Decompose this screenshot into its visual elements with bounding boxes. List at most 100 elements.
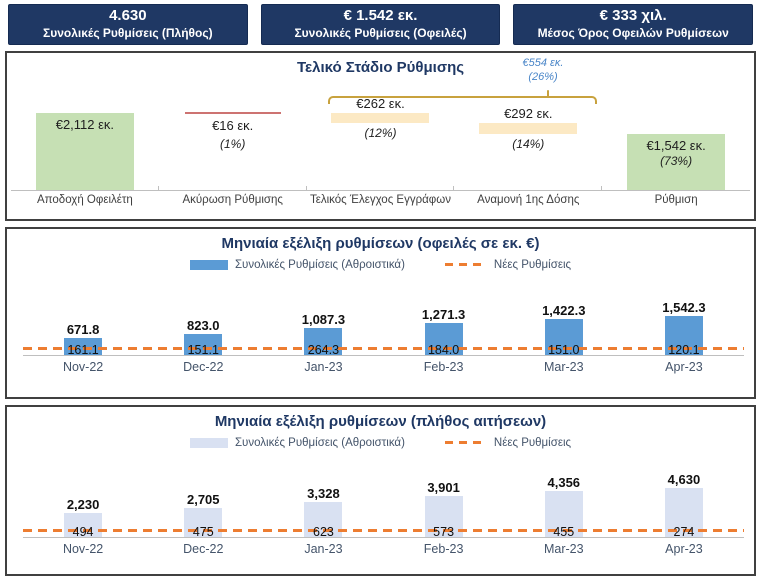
waterfall-column: €2,112 εκ. — [11, 78, 159, 190]
final-stage-panel: Τελικό Στάδιο Ρύθμισης €554 εκ. (26%) €2… — [5, 51, 756, 222]
bracket-label: €554 εκ. (26%) — [475, 56, 611, 85]
stage-pct-label: (1%) — [220, 136, 246, 151]
waterfall-column: €1,542 εκ. (73%) — [602, 78, 750, 190]
cumulative-value-label: 3,901 — [427, 479, 460, 495]
kpi-value: € 333 χιλ. — [599, 7, 667, 24]
cumulative-value-label: 3,328 — [307, 485, 340, 501]
month-label: Mar-23 — [543, 541, 584, 556]
cumulative-value-label: 823.0 — [186, 317, 220, 333]
settlements-dashboard: 4.630 Συνολικές Ρυθμίσεις (Πλήθος) € 1.5… — [0, 4, 761, 582]
waterfall-axis: Αποδοχή Οφειλέτη Ακύρωση Ρύθμισης Τελικός … — [11, 185, 750, 207]
cumulative-value-label: 1,422.3 — [542, 302, 586, 318]
stage-value-label: €292 εκ. — [504, 105, 553, 121]
new-value-label: 274 — [673, 524, 695, 539]
waterfall-plot: €2,112 εκ. €16 εκ. (1%) €262 εκ. (12%) €292 ε… — [11, 78, 750, 190]
month-label: Mar-23 — [543, 359, 584, 374]
bracket-shape — [328, 90, 597, 105]
category-label: Ακύρωση Ρύθμισης — [159, 185, 307, 207]
debt-legend-swatch — [189, 259, 228, 270]
debt-chart-months: Nov-22 Dec-22 Jan-23 Feb-23 Mar-23 Apr-23 — [23, 354, 744, 374]
waterfall-title: Τελικό Στάδιο Ρύθμισης — [296, 59, 465, 77]
new-value-label: 573 — [433, 524, 455, 539]
month-label: Dec-22 — [183, 359, 224, 374]
count-chart-legend: Συνολικές Ρυθμίσεις (Αθροιστικά) Νέες Ρυ… — [7, 437, 754, 449]
month-label: Apr-23 — [665, 541, 703, 556]
monthly-debt-panel: Μηνιαία εξέλιξη ρυθμίσεων (οφειλές σε εκ… — [5, 227, 756, 400]
month-label: Jan-23 — [304, 359, 343, 374]
new-value-label: 120.1 — [668, 342, 700, 357]
category-label: Αποδοχή Οφειλέτη — [11, 185, 159, 207]
waterfall-column: €16 εκ. (1%) — [159, 78, 307, 190]
cumulative-bar — [664, 487, 703, 537]
chart-column: 1,542.3 120.1 — [624, 285, 744, 357]
waterfall-column: €262 εκ. (12%) — [307, 78, 455, 190]
chart-column: 3,328 623 — [263, 465, 383, 539]
chart-column: 1,271.3 184.0 — [384, 285, 504, 357]
stage-value-label: €1,542 εκ. — [646, 137, 706, 153]
month-label: Jan-23 — [304, 541, 343, 556]
cumulative-value-label: 1,087.3 — [301, 311, 346, 327]
category-label: Τελικός Έλεγχος Εγγράφων — [307, 185, 455, 207]
stage-bar-gold — [331, 112, 430, 123]
count-legend-new-label: Νέες Ρυθμίσεις — [493, 436, 572, 449]
kpi-label: Μέσος Όρος Οφειλών Ρυθμίσεων — [537, 25, 729, 40]
stage-value-label: €262 εκ. — [356, 95, 405, 111]
debt-legend-new-label: Νέες Ρυθμίσεις — [493, 258, 572, 271]
stage-pct-label: (12%) — [364, 125, 397, 140]
new-value-label: 475 — [192, 524, 214, 539]
stage-value-label: €16 εκ. — [212, 117, 254, 133]
chart-column: 2,230 494 — [23, 465, 143, 539]
count-chart-title: Μηνιαία εξέλιξη ρυθμίσεων (πλήθος αιτήσε… — [214, 413, 547, 431]
kpi-value: € 1.542 εκ. — [343, 7, 418, 24]
new-value-label: 455 — [553, 524, 575, 539]
bracket-tick — [547, 90, 550, 99]
kpi-total-count: 4.630 Συνολικές Ρυθμίσεις (Πλήθος) — [8, 4, 248, 46]
debt-chart-plot: 671.8 161.1 823.0 151.1 1,087.3 264.3 1,271.3 1… — [23, 285, 744, 357]
cumulative-bar — [64, 337, 103, 355]
category-label: Ρύθμιση — [654, 193, 698, 206]
stage-value-label: €2,112 εκ. — [55, 116, 115, 132]
chart-column: 4,630 274 — [624, 465, 744, 539]
chart-column: 3,901 573 — [384, 465, 504, 539]
kpi-label: Συνολικές Ρυθμίσεις (Πλήθος) — [43, 25, 213, 40]
cumulative-value-label: 4,630 — [667, 471, 701, 487]
cumulative-bar — [184, 507, 223, 537]
cumulative-bar — [64, 512, 103, 537]
new-value-label: 264.3 — [307, 342, 340, 357]
month-label: Nov-22 — [62, 541, 104, 556]
monthly-count-panel: Μηνιαία εξέλιξη ρυθμίσεων (πλήθος αιτήσε… — [5, 405, 756, 577]
count-legend-dash-icon — [444, 441, 487, 445]
kpi-value: 4.630 — [109, 7, 147, 24]
kpi-row: 4.630 Συνολικές Ρυθμίσεις (Πλήθος) € 1.5… — [8, 4, 754, 46]
new-value-label: 623 — [313, 524, 334, 539]
bracket-value: €554 εκ. — [522, 57, 564, 70]
stage-bar-green: €2,112 εκ. — [35, 112, 134, 190]
cumulative-value-label: 1,271.3 — [421, 306, 466, 322]
month-label: Feb-23 — [423, 541, 464, 556]
count-chart-plot: 2,230 494 2,705 475 3,328 623 3,901 573 4,356 455… — [23, 465, 744, 539]
chart-column: 671.8 161.1 — [23, 285, 143, 357]
waterfall-column: €292 εκ. (14%) — [454, 78, 602, 190]
debt-legend-dash-icon — [444, 263, 487, 267]
month-label: Apr-23 — [665, 359, 703, 374]
cancel-line-icon — [184, 111, 281, 114]
new-value-label: 151.1 — [187, 342, 219, 357]
chart-column: 1,087.3 264.3 — [263, 285, 383, 357]
cumulative-value-label: 4,356 — [547, 474, 581, 490]
cumulative-bar — [304, 327, 343, 355]
debt-new-series-line — [23, 346, 744, 350]
new-value-label: 494 — [72, 524, 94, 539]
month-label: Dec-22 — [183, 541, 224, 556]
stage-pct-label: (73%) — [660, 153, 693, 168]
chart-column: 1,422.3 151.0 — [504, 285, 624, 357]
chart-column: 823.0 151.1 — [143, 285, 263, 357]
new-value-label: 184.0 — [427, 342, 460, 357]
month-label: Feb-23 — [423, 359, 464, 374]
new-value-label: 151.0 — [548, 342, 580, 357]
kpi-average-debt: € 333 χιλ. Μέσος Όρος Οφειλών Ρυθμίσεων — [513, 4, 754, 46]
kpi-total-debt: € 1.542 εκ. Συνολικές Ρυθμίσεις (Οφειλές… — [260, 4, 501, 46]
month-label: Nov-22 — [62, 359, 104, 374]
debt-chart-legend: Συνολικές Ρυθμίσεις (Αθροιστικά) Νέες Ρυ… — [7, 259, 754, 271]
debt-legend-cumulative-label: Συνολικές Ρυθμίσεις (Αθροιστικά) — [234, 258, 405, 271]
bracket-pct: (26%) — [528, 71, 558, 84]
